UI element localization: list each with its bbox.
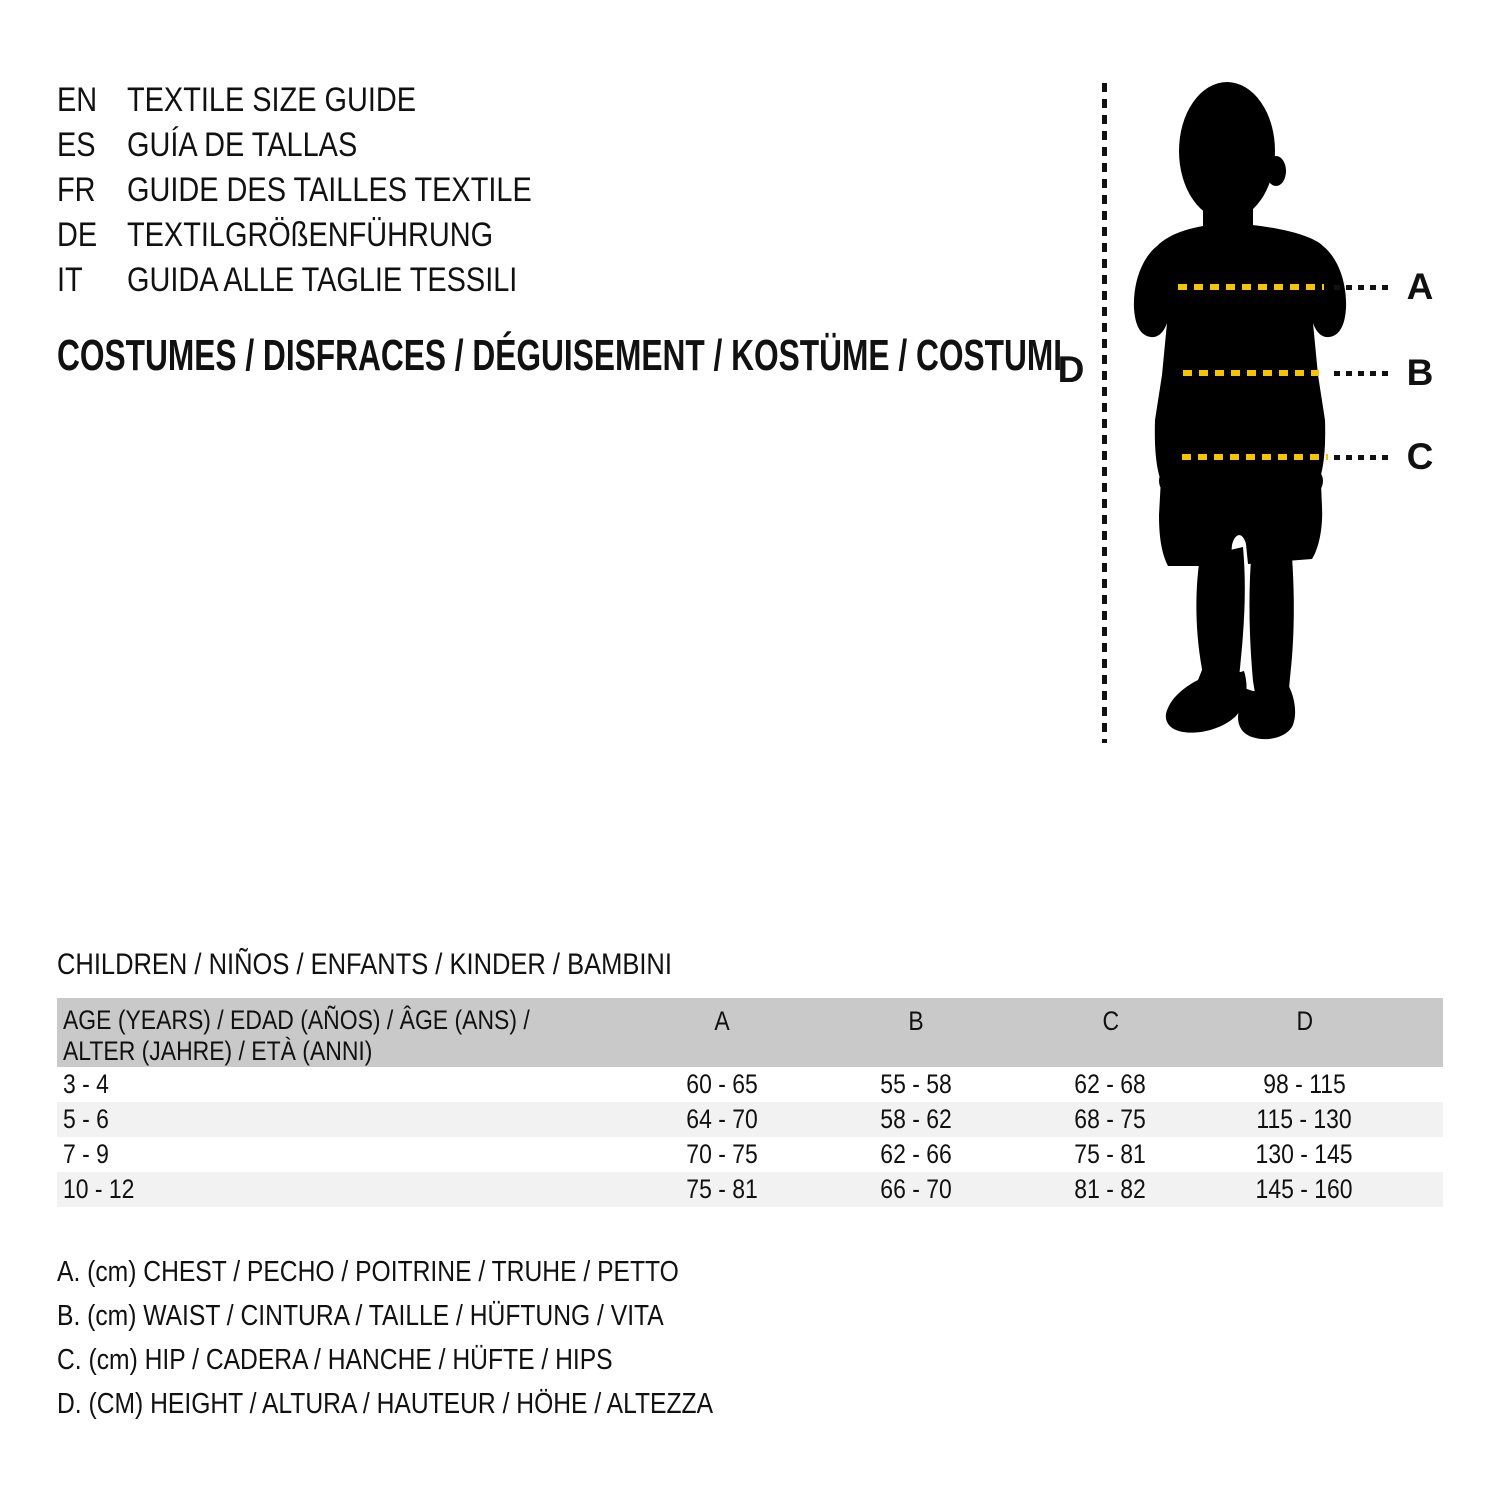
- language-row-en: EN TEXTILE SIZE GUIDE: [57, 78, 603, 123]
- chest-cell: 64 - 70: [686, 1104, 758, 1134]
- section-title: CHILDREN / NIÑOS / ENFANTS / KINDER / BA…: [57, 948, 672, 981]
- measurement-figure: A B C D: [1050, 75, 1501, 775]
- height-cell: 130 - 145: [1255, 1139, 1353, 1169]
- language-row-it: IT GUIDA ALLE TAGLIE TESSILI: [57, 258, 603, 303]
- hip-cell: 75 - 81: [1074, 1139, 1147, 1169]
- category-line: COSTUMES / DISFRACES / DÉGUISEMENT / KOS…: [57, 331, 1063, 380]
- hip-cell: 62 - 68: [1074, 1069, 1147, 1099]
- chest-measure-line: [1178, 284, 1324, 290]
- language-row-fr: FR GUIDE DES TAILLES TEXTILE: [57, 168, 603, 213]
- column-header-a: A: [714, 1006, 730, 1036]
- table-row: 7 - 9 70 - 75 62 - 66 75 - 81 130 - 145: [57, 1137, 1443, 1172]
- column-header-c: C: [1102, 1006, 1119, 1036]
- table-header-row: AGE (YEARS) / EDAD (AÑOS) / ÂGE (ANS) / …: [57, 998, 1443, 1067]
- table-row: 3 - 4 60 - 65 55 - 58 62 - 68 98 - 115: [57, 1067, 1443, 1102]
- table-row: 10 - 12 75 - 81 66 - 70 81 - 82 145 - 16…: [57, 1172, 1443, 1207]
- language-code: IT: [57, 261, 83, 299]
- hip-cell: 68 - 75: [1074, 1104, 1147, 1134]
- language-row-de: DE TEXTILGRÖßENFÜHRUNG: [57, 213, 603, 258]
- height-cell: 98 - 115: [1263, 1069, 1346, 1099]
- language-row-es: ES GUÍA DE TALLAS: [57, 123, 603, 168]
- language-code: FR: [57, 171, 96, 209]
- language-guide-title: GUIDE DES TAILLES TEXTILE: [127, 171, 532, 209]
- waist-cell: 62 - 66: [880, 1139, 953, 1169]
- chest-cell: 60 - 65: [686, 1069, 758, 1099]
- language-code: EN: [57, 81, 98, 119]
- age-column-header: AGE (YEARS) / EDAD (AÑOS) / ÂGE (ANS) / …: [63, 1005, 530, 1066]
- age-cell: 3 - 4: [63, 1069, 109, 1099]
- waist-cell: 66 - 70: [880, 1174, 953, 1204]
- waist-measure-line: [1183, 370, 1319, 376]
- chest-label-a: A: [1406, 266, 1434, 307]
- child-silhouette-icon: [1133, 82, 1347, 740]
- legend-line-chest: A. (cm) CHEST / PECHO / POITRINE / TRUHE…: [57, 1255, 679, 1288]
- hip-connector-dots: [1334, 455, 1392, 460]
- measurement-legend: A. (cm) CHEST / PECHO / POITRINE / TRUHE…: [57, 1250, 829, 1426]
- language-code: DE: [57, 216, 98, 254]
- language-guide-title: TEXTILE SIZE GUIDE: [127, 81, 417, 119]
- height-dashed-line: [1102, 83, 1107, 743]
- language-list: EN TEXTILE SIZE GUIDE ES GUÍA DE TALLAS …: [57, 78, 603, 303]
- age-cell: 10 - 12: [63, 1174, 135, 1204]
- legend-line-height: D. (CM) HEIGHT / ALTURA / HAUTEUR / HÖHE…: [57, 1387, 714, 1420]
- chest-connector-dots: [1334, 285, 1392, 290]
- column-header-b: B: [908, 1006, 924, 1036]
- chest-cell: 70 - 75: [686, 1139, 758, 1169]
- height-cell: 145 - 160: [1255, 1174, 1353, 1204]
- waist-cell: 58 - 62: [880, 1104, 953, 1134]
- chest-cell: 75 - 81: [686, 1174, 758, 1204]
- age-cell: 5 - 6: [63, 1104, 109, 1134]
- hip-label-c: C: [1406, 436, 1434, 477]
- height-label-d: D: [1057, 349, 1085, 390]
- waist-cell: 55 - 58: [880, 1069, 953, 1099]
- legend-line-waist: B. (cm) WAIST / CINTURA / TAILLE / HÜFTU…: [57, 1299, 664, 1332]
- size-table: AGE (YEARS) / EDAD (AÑOS) / ÂGE (ANS) / …: [57, 998, 1443, 1207]
- legend-line-hip: C. (cm) HIP / CADERA / HANCHE / HÜFTE / …: [57, 1343, 613, 1376]
- height-cell: 115 - 130: [1256, 1104, 1352, 1134]
- column-header-d: D: [1296, 1006, 1313, 1036]
- language-guide-title: TEXTILGRÖßENFÜHRUNG: [127, 216, 494, 254]
- table-row: 5 - 6 64 - 70 58 - 62 68 - 75 115 - 130: [57, 1102, 1443, 1137]
- language-code: ES: [57, 126, 96, 164]
- waist-label-b: B: [1406, 352, 1434, 393]
- language-guide-title: GUIDA ALLE TAGLIE TESSILI: [127, 261, 518, 299]
- waist-connector-dots: [1334, 371, 1392, 376]
- age-cell: 7 - 9: [63, 1139, 109, 1169]
- hip-measure-line: [1182, 454, 1328, 460]
- language-guide-title: GUÍA DE TALLAS: [127, 126, 358, 164]
- hip-cell: 81 - 82: [1074, 1174, 1147, 1204]
